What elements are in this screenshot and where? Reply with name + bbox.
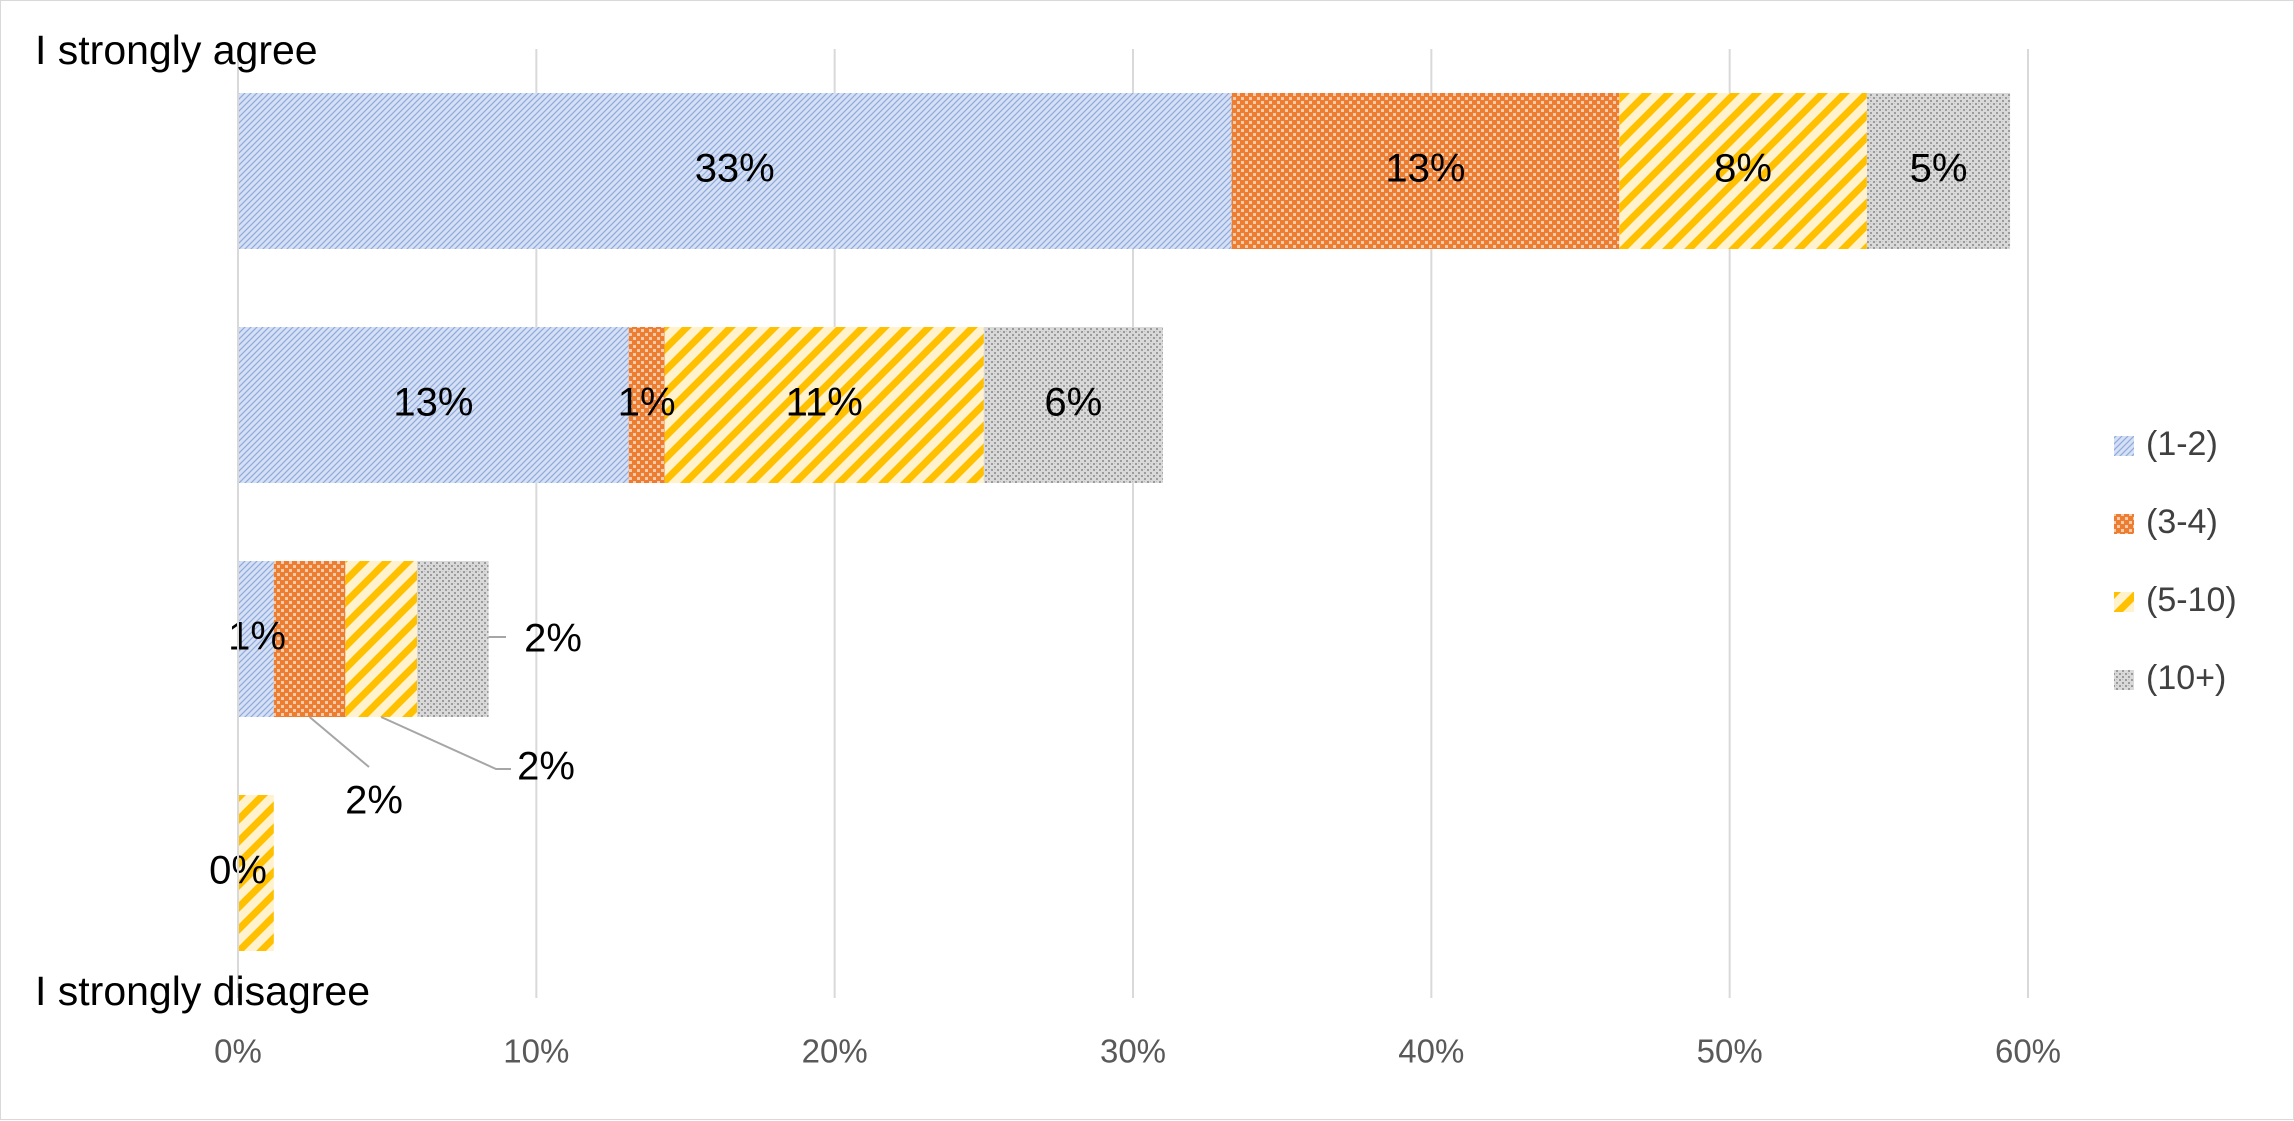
leader-lines [308, 636, 511, 770]
x-tick-label-2: 20% [802, 1033, 868, 1070]
bar-0-series-3 [1866, 93, 2011, 249]
legend-swatch-1 [2114, 514, 2134, 534]
x-tick-label-0: 0% [214, 1033, 262, 1070]
bar-0-series-2 [1619, 93, 1867, 249]
bar-1-series-3 [983, 327, 1163, 483]
legend-label-2: (5-10) [2146, 581, 2237, 619]
legend-swatch-2 [2114, 592, 2134, 612]
x-axis: 0% 10% 20% 30% 40% 50% 60% [214, 49, 2061, 1070]
leader-line-2-2 [380, 716, 511, 770]
category-label-3: I strongly disagree [35, 968, 370, 1014]
legend-label-0: (1-2) [2146, 425, 2218, 463]
legend-label-1: (3-4) [2146, 503, 2218, 541]
legend-swatch-3 [2114, 670, 2134, 690]
data-label-1-2: 11% [786, 381, 863, 425]
data-label-1-0: 13% [393, 381, 473, 425]
data-label-0-1: 13% [1385, 147, 1465, 191]
legend-swatch-0 [2114, 436, 2134, 456]
data-label-2-1: 2% [345, 779, 403, 823]
legend: (1-2) (3-4) (5-10) (10+) [2114, 425, 2237, 697]
x-tick-label-4: 40% [1398, 1033, 1464, 1070]
x-tick-label-1: 10% [503, 1033, 569, 1070]
data-label-1-1: 1% [618, 381, 676, 425]
x-tick-label-5: 50% [1697, 1033, 1763, 1070]
x-tick-label-6: 60% [1995, 1033, 2061, 1070]
data-labels: 33% 13% 8% 5%13% 1% 11% 6%1%2%2%2%0% [209, 147, 1967, 893]
bar-2-series-1 [273, 561, 346, 717]
bars [238, 93, 2011, 951]
category-labels: I strongly agree I strongly disagree [35, 27, 370, 1014]
bar-1-series-1 [628, 327, 665, 483]
category-label-0: I strongly agree [35, 27, 318, 73]
bar-3-series-2 [238, 795, 274, 951]
bar-1-series-0 [238, 327, 629, 483]
data-label-0-0: 33% [695, 147, 775, 191]
data-label-2-3: 2% [524, 617, 582, 661]
legend-label-3: (10+) [2146, 659, 2226, 697]
bar-2-series-2 [345, 561, 417, 717]
data-label-2-2: 2% [517, 745, 575, 789]
leader-line-2-1 [308, 716, 370, 768]
data-label-1-3: 6% [1044, 381, 1102, 425]
bar-0-series-0 [238, 93, 1232, 249]
bar-2-series-3 [417, 561, 489, 717]
bar-0-series-1 [1231, 93, 1620, 249]
data-label-0-2: 8% [1714, 147, 1772, 191]
data-label-0-3: 5% [1910, 147, 1968, 191]
bar-2-series-0 [238, 561, 274, 717]
data-label-2-0: 1% [228, 615, 286, 659]
bar-1-series-2 [664, 327, 984, 483]
x-tick-label-3: 30% [1100, 1033, 1166, 1070]
